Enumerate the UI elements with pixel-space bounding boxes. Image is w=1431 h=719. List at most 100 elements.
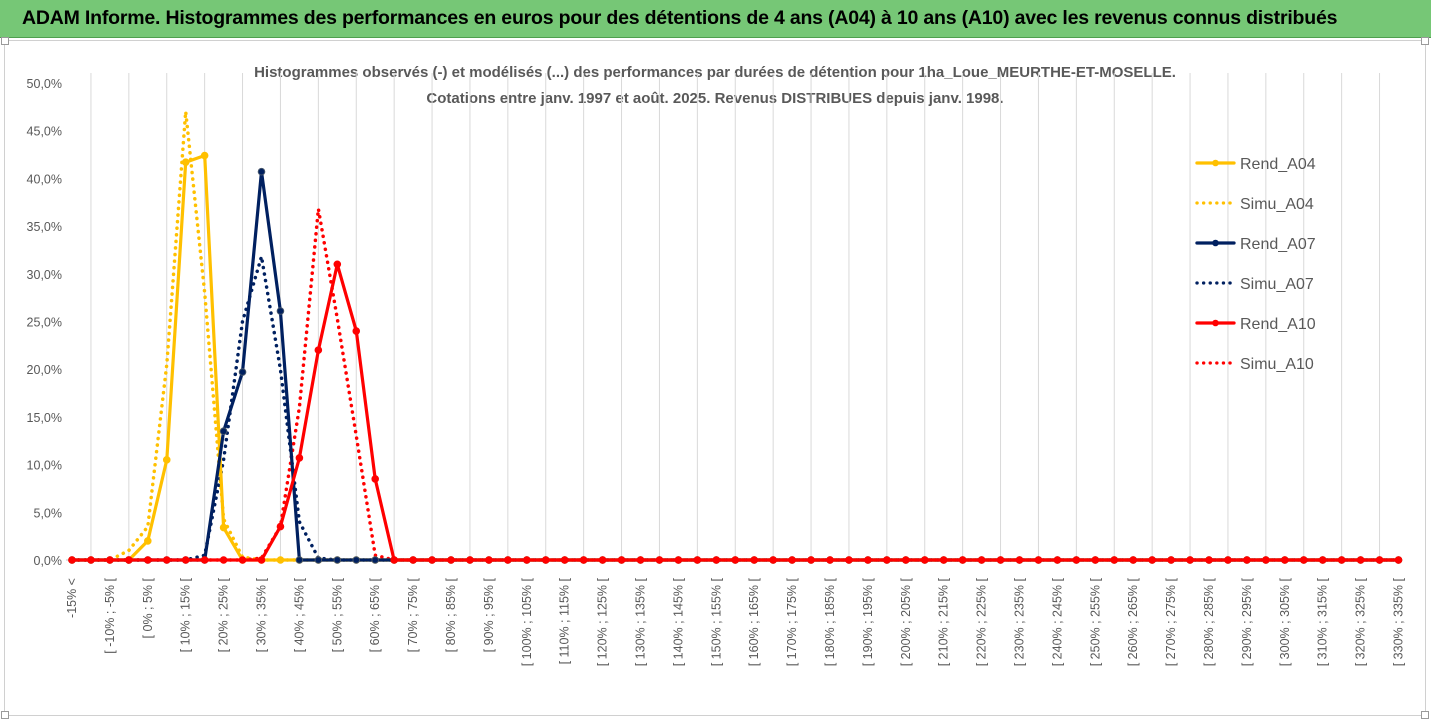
data-point xyxy=(257,556,266,564)
y-tick-label: 50,0% xyxy=(27,77,62,91)
y-tick-label: 45,0% xyxy=(27,125,62,139)
data-point xyxy=(1053,556,1062,564)
chart-legend[interactable]: Rend_A04 Simu_A04 Rend_A07 Simu_A07 Rend_A10… xyxy=(1195,156,1316,373)
chart-series xyxy=(68,109,1403,564)
data-point xyxy=(219,427,228,436)
x-tick-label: [ 30% ; 35% [ xyxy=(255,577,269,652)
legend-marker xyxy=(1212,239,1219,247)
legend-label: Simu_A07 xyxy=(1240,276,1314,293)
x-tick-label: [ 180% ; 185% [ xyxy=(823,577,837,666)
data-point xyxy=(125,556,133,564)
data-point xyxy=(1148,556,1156,564)
x-tick-label: [ 0% ; 5% [ xyxy=(141,577,155,638)
data-point xyxy=(106,556,114,564)
y-tick-label: 5,0% xyxy=(34,506,63,520)
data-point xyxy=(1224,556,1232,564)
y-tick-label: 10,0% xyxy=(27,459,62,473)
legend-marker xyxy=(1212,319,1219,327)
data-point xyxy=(788,556,796,564)
x-tick-label: -15% < xyxy=(65,578,79,618)
legend-item-simu-a10[interactable]: Simu_A10 xyxy=(1195,356,1314,373)
data-point xyxy=(579,556,588,564)
x-tick-label: [ 330% ; 335% [ xyxy=(1392,577,1406,666)
data-point xyxy=(276,556,285,564)
x-tick-label: [ 190% ; 195% [ xyxy=(861,577,875,666)
data-point xyxy=(1015,556,1024,564)
x-tick-label: [ 260% ; 265% [ xyxy=(1126,577,1140,666)
data-point xyxy=(1072,556,1081,564)
data-point xyxy=(560,556,569,564)
x-tick-label: [ 310% ; 315% [ xyxy=(1316,577,1330,666)
data-point xyxy=(276,522,285,531)
data-point xyxy=(257,167,266,176)
data-point xyxy=(371,556,380,564)
legend-item-rend-a04[interactable]: Rend_A04 xyxy=(1195,156,1316,173)
data-point xyxy=(674,556,683,564)
data-point xyxy=(504,556,512,564)
legend-item-rend-a10[interactable]: Rend_A10 xyxy=(1195,316,1316,333)
resize-handle-tl[interactable] xyxy=(1,37,9,45)
chart-title-line-1: Histogrammes observés (-) et modélisés (… xyxy=(254,64,1176,81)
x-tick-label: [ 140% ; 145% [ xyxy=(671,577,685,666)
x-tick-label: [ 60% ; 65% [ xyxy=(368,577,382,652)
x-tick-label: [ 280% ; 285% [ xyxy=(1202,577,1216,666)
data-point xyxy=(731,556,740,564)
data-point xyxy=(958,556,967,564)
data-point xyxy=(617,556,626,564)
y-tick-label: 25,0% xyxy=(27,316,62,330)
data-point xyxy=(655,556,664,564)
legend-item-simu-a07[interactable]: Simu_A07 xyxy=(1195,276,1314,293)
data-point xyxy=(333,260,342,269)
data-point xyxy=(939,556,948,564)
data-point xyxy=(238,368,247,376)
y-tick-label: 35,0% xyxy=(27,220,62,234)
data-point xyxy=(1318,556,1327,564)
data-point xyxy=(1034,556,1043,564)
data-point xyxy=(1262,556,1270,564)
data-point xyxy=(276,307,285,315)
data-point xyxy=(693,556,702,564)
data-point xyxy=(238,556,247,564)
data-point xyxy=(1205,556,1213,564)
resize-handle-tr[interactable] xyxy=(1421,37,1429,45)
x-tick-label: [ 100% ; 105% [ xyxy=(520,577,534,666)
x-tick-label: [ 250% ; 255% [ xyxy=(1088,577,1102,666)
y-tick-label: 40,0% xyxy=(27,172,62,186)
data-point xyxy=(1394,556,1403,564)
data-point xyxy=(864,556,872,564)
data-point xyxy=(1281,556,1289,564)
x-tick-label: [ 80% ; 85% [ xyxy=(444,577,458,652)
legend-item-rend-a07[interactable]: Rend_A07 xyxy=(1195,236,1316,253)
x-tick-label: [ 170% ; 175% [ xyxy=(785,577,799,666)
x-tick-label: [ 110% ; 115% [ xyxy=(558,577,572,664)
x-tick-label: [ 320% ; 325% [ xyxy=(1354,577,1368,666)
data-point xyxy=(447,556,455,564)
x-tick-label: [ 290% ; 295% [ xyxy=(1240,577,1254,666)
data-point xyxy=(200,556,209,564)
data-point xyxy=(1167,556,1175,564)
data-point xyxy=(352,556,361,564)
x-tick-label: [ 20% ; 25% [ xyxy=(217,577,231,652)
x-tick-label: [ 50% ; 55% [ xyxy=(330,577,344,652)
data-point xyxy=(144,537,152,545)
legend-item-simu-a04[interactable]: Simu_A04 xyxy=(1195,196,1314,213)
data-point xyxy=(920,556,929,564)
x-tick-label: [ 230% ; 235% [ xyxy=(1013,577,1027,666)
data-point xyxy=(485,556,493,564)
x-tick-label: [ 270% ; 275% [ xyxy=(1164,577,1178,666)
data-point xyxy=(181,556,190,564)
data-point xyxy=(902,556,910,564)
y-tick-label: 0,0% xyxy=(34,554,63,568)
data-point xyxy=(769,556,777,564)
data-point xyxy=(219,523,228,532)
x-tick-label: [ 220% ; 225% [ xyxy=(975,577,989,666)
data-point xyxy=(807,556,815,564)
data-point xyxy=(750,556,759,564)
data-point xyxy=(1375,556,1384,564)
data-point xyxy=(977,556,986,564)
data-point xyxy=(1091,556,1100,564)
legend-marker xyxy=(1212,159,1219,167)
data-point xyxy=(371,475,380,483)
x-tick-label: [ 90% ; 95% [ xyxy=(482,577,496,652)
